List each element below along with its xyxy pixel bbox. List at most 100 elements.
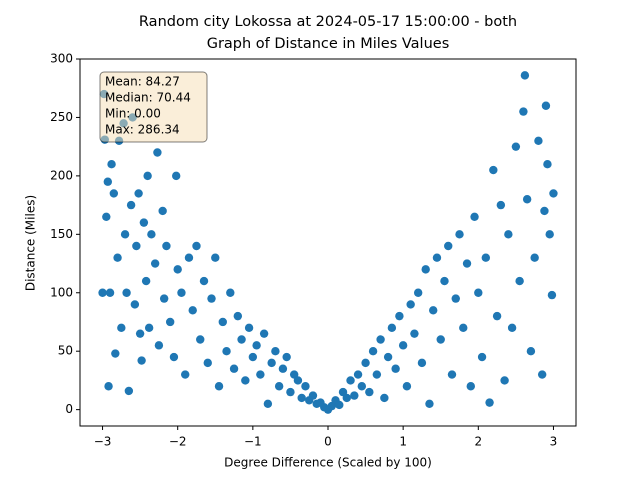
point [391, 364, 400, 373]
point [541, 101, 551, 110]
point [248, 352, 258, 362]
point [410, 329, 419, 338]
point [447, 370, 457, 379]
point [222, 346, 231, 356]
point [132, 241, 141, 251]
x-tick-label: 2 [474, 435, 482, 449]
point [496, 200, 506, 210]
y-tick-label: 50 [58, 344, 73, 358]
point [455, 230, 464, 239]
point [153, 148, 162, 157]
point [444, 241, 453, 251]
point [507, 323, 517, 333]
point [372, 370, 382, 379]
point [147, 230, 156, 239]
point [357, 382, 367, 391]
x-axis-label: Degree Difference (Scaled by 100) [224, 456, 432, 470]
point [207, 294, 216, 303]
point [417, 358, 427, 368]
point [530, 253, 539, 262]
point [165, 317, 175, 327]
point [413, 288, 423, 297]
point [286, 387, 295, 397]
point [103, 177, 113, 186]
point [376, 335, 385, 344]
point [380, 393, 389, 403]
point [259, 329, 269, 338]
point [256, 370, 265, 379]
point [485, 398, 494, 407]
point [233, 311, 243, 321]
point [383, 352, 393, 362]
point [104, 382, 113, 391]
point [252, 341, 261, 350]
point [522, 195, 532, 204]
point [308, 391, 318, 400]
point [229, 364, 239, 373]
point [218, 317, 227, 327]
point [429, 306, 438, 315]
point [173, 265, 182, 274]
point [117, 323, 126, 333]
point [111, 349, 120, 358]
point [122, 288, 131, 297]
point [196, 335, 205, 344]
x-tick-label: 3 [550, 435, 558, 449]
point [547, 290, 557, 300]
point [278, 364, 288, 373]
point [489, 165, 498, 175]
point [492, 311, 502, 321]
point [126, 200, 136, 210]
point [211, 253, 220, 262]
point [107, 159, 116, 169]
point [158, 206, 167, 216]
point [226, 288, 235, 297]
chart-subtitle: Graph of Distance in Miles Values [207, 36, 450, 52]
point [462, 259, 472, 268]
stats-line: Median: 70.44 [105, 91, 191, 105]
point [421, 265, 430, 274]
point [425, 399, 434, 408]
point [543, 159, 552, 169]
point [184, 253, 194, 262]
point [244, 323, 254, 333]
point [199, 276, 209, 286]
point [274, 382, 284, 391]
point [171, 171, 181, 181]
point [139, 218, 149, 227]
point [102, 212, 111, 221]
y-tick-label: 300 [50, 52, 73, 66]
point [109, 189, 119, 198]
point [451, 294, 460, 303]
point [188, 306, 197, 315]
point [353, 370, 363, 379]
point [293, 376, 303, 385]
point [500, 376, 509, 385]
stats-box-frame [99, 71, 208, 143]
point [301, 382, 310, 391]
point [365, 387, 374, 397]
x-tick-label: −2 [169, 435, 187, 449]
point [398, 341, 408, 350]
point [271, 346, 280, 356]
y-tick-label: 250 [50, 110, 73, 124]
point [144, 323, 154, 333]
point [406, 300, 415, 309]
point [481, 253, 491, 262]
point [504, 230, 513, 239]
point [526, 346, 536, 356]
point [214, 382, 224, 391]
point [263, 399, 273, 408]
point [181, 370, 190, 379]
point [519, 107, 528, 116]
point [335, 400, 344, 410]
point [297, 393, 306, 403]
point [387, 323, 397, 333]
point [134, 189, 143, 198]
point [137, 356, 146, 365]
x-tick-label: −3 [94, 435, 112, 449]
stats-line: Max: 286.34 [105, 123, 180, 137]
point [342, 393, 351, 403]
point [154, 341, 164, 350]
